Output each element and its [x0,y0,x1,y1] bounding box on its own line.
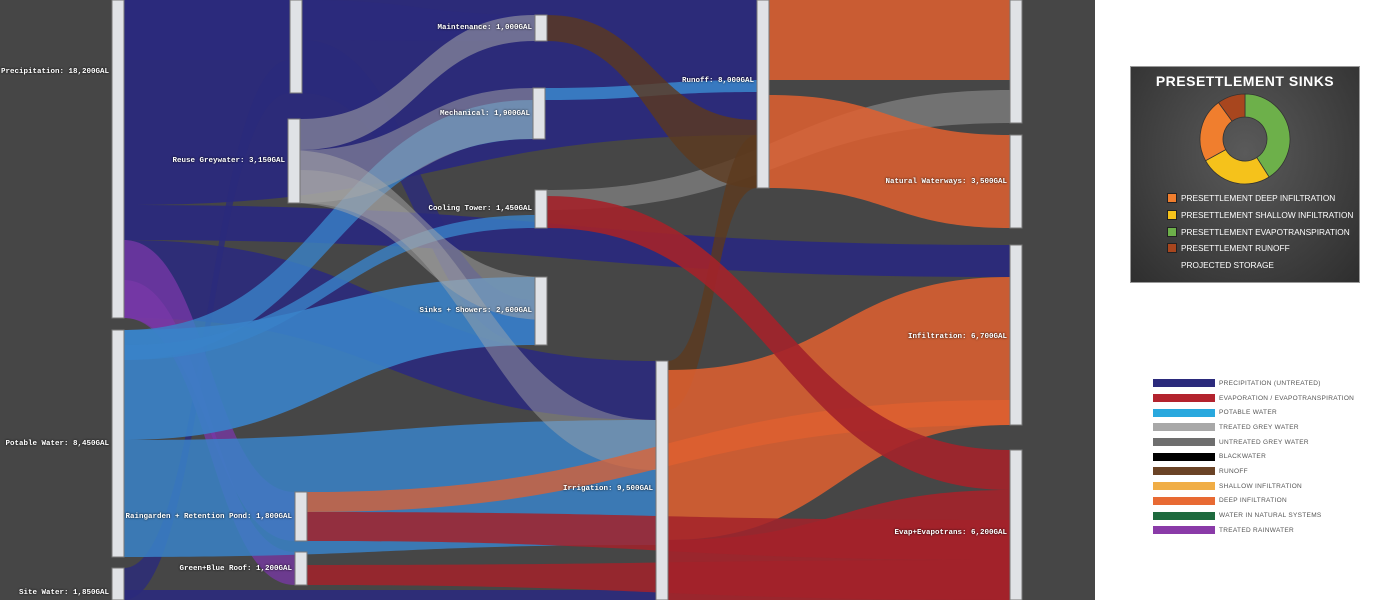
sinks-legend-item: PRESETTLEMENT DEEP INFILTRATION [1167,193,1335,203]
node-label-precipitation: Precipitation: 18,200GAL [0,68,109,76]
legend-swatch [1153,423,1215,432]
node-label-potable-water: Potable Water: 8,450GAL [5,439,109,448]
node-precipitation[interactable] [111,0,125,319]
legend-swatch [1153,482,1215,491]
legend-label: BLACKWATER [1219,453,1267,461]
node-label-reuse-greywater: Reuse Greywater: 3,150GAL [172,157,285,165]
link-runoff-to-natural_waterways [769,95,1010,228]
legend-item: POTABLE WATER [1153,405,1354,420]
link-potable_water-to-cooling_tower [124,215,535,360]
sankey-svg [111,0,1023,600]
link-cooling_tower-to-evap [547,196,1010,490]
sinks-legend-swatch [1167,209,1177,220]
legend-item: EVAPORATION / EVAPOTRANSPIRATION [1153,391,1354,406]
legend-swatch [1153,511,1215,520]
node-mechanical[interactable] [532,87,546,140]
node-cooling-tower[interactable] [534,189,548,229]
legend-swatch [1153,394,1215,403]
node-natural-waterways[interactable] [1009,134,1023,229]
link-reuse_greywater-to-irrigation [300,170,656,470]
node-evap[interactable] [1009,449,1023,600]
legend-item: PRECIPITATION (UNTREATED) [1153,376,1354,391]
node-site-water[interactable] [111,567,125,600]
node-label-green-blue-roof: Green+Blue Roof: 1,200GAL [179,564,292,573]
donut-slice [1244,93,1291,178]
node-top-right[interactable] [1009,0,1023,124]
link-potable_water-to-mechanical [124,100,533,360]
link-runoff-to-top_right [769,0,1010,80]
link-sinks_showers-to-reuse_greywater [288,150,547,320]
node-maintenance[interactable] [534,14,548,42]
legend-item: TREATED RAINWATER [1153,523,1354,538]
node-label-natural-waterways: Natural Waterways: 3,500GAL [885,177,1007,186]
legend-item: RUNOFF [1153,464,1354,479]
node-label-cooling-tower: Cooling Tower: 1,450GAL [428,205,532,213]
legend-item: DEEP INFILTRATION [1153,494,1354,509]
legend-swatch [1153,496,1215,505]
legend-label: SHALLOW INFILTRATION [1219,482,1303,490]
node-label-evap: Evap+Evapotrans: 6,200GAL [894,529,1007,537]
link-precipitation-to-top_node [124,0,290,60]
link-maintenance-to-runoff [547,15,757,188]
water-sankey-diagram: Precipitation: 18,200GAL Potable Water: 8… [0,0,1095,600]
legend-item: UNTREATED GREY WATER [1153,435,1354,450]
legend-item: SHALLOW INFILTRATION [1153,479,1354,494]
node-infiltration[interactable] [1009,244,1023,426]
legend-item: BLACKWATER [1153,449,1354,464]
node-label-raingarden: Raingarden + Retention Pond: 1,800GAL [125,512,292,521]
node-sinks-showers[interactable] [534,276,548,346]
link-potable_water-to-sinks_showers [124,277,535,440]
legend-label: PRECIPITATION (UNTREATED) [1219,379,1321,387]
legend-label: DEEP INFILTRATION [1219,497,1287,505]
node-runoff[interactable] [756,0,770,189]
legend-swatch [1153,452,1215,461]
sinks-legend-item: PRESETTLEMENT SHALLOW INFILTRATION [1167,209,1354,220]
sinks-donut-chart [1199,93,1291,185]
node-label-mechanical: Mechanical: 1,900GAL [439,109,530,118]
link-site_water-to-irrigation [124,590,656,600]
legend-item: WATER IN NATURAL SYSTEMS [1153,508,1354,523]
legend-swatch [1153,438,1215,447]
flow-legend: PRECIPITATION (UNTREATED) EVAPORATION / E… [1153,376,1354,538]
node-label-runoff: Runoff: 8,000GAL [681,77,754,85]
legend-swatch [1153,467,1215,476]
node-label-irrigation: Irrigation: 9,500GAL [562,485,653,493]
legend-label: RUNOFF [1219,467,1248,475]
legend-swatch [1153,526,1215,535]
node-label-site-water: Site Water: 1,850GAL [18,589,109,597]
node-label-maintenance: Maintenance: 1,000GAL [437,24,532,32]
node-irrigation[interactable] [655,360,669,600]
node-top-node[interactable] [289,0,303,94]
link-reuse_greywater-to-maintenance [300,15,535,150]
legend-label: WATER IN NATURAL SYSTEMS [1219,512,1322,520]
legend-label: POTABLE WATER [1219,409,1277,417]
legend-item: TREATED GREY WATER [1153,420,1354,435]
legend-label: TREATED GREY WATER [1219,423,1299,431]
sinks-legend-swatch [1167,226,1177,237]
node-label-infiltration: Infiltration: 6,700GAL [907,333,1007,341]
donut-slice [1217,93,1246,122]
node-reuse-greywater[interactable] [287,118,301,204]
node-potable-water[interactable] [111,329,125,558]
legend-swatch [1153,408,1215,417]
legend-label: UNTREATED GREY WATER [1219,438,1309,446]
sinks-legend-label: PRESETTLEMENT RUNOFF [1181,243,1290,254]
legend-label: EVAPORATION / EVAPOTRANSPIRATION [1219,394,1355,402]
sinks-legend-item: PROJECTED STORAGE [1167,260,1274,270]
sinks-legend-swatch [1167,243,1177,254]
sinks-legend-label: PROJECTED STORAGE [1181,260,1274,271]
presettlement-sinks-panel: PRESETTLEMENT SINKS PRESETTLEMENT DEEP I… [1130,66,1360,283]
sinks-legend-label: PRESETTLEMENT SHALLOW INFILTRATION [1181,209,1354,220]
node-label-sinks-showers: Sinks + Showers: 2,600GAL [419,307,532,315]
node-green-blue-roof[interactable] [294,551,308,586]
sinks-legend-swatch [1167,193,1177,203]
sinks-legend-item: PRESETTLEMENT EVAPOTRANSPIRATION [1167,226,1350,237]
sinks-legend-label: PRESETTLEMENT DEEP INFILTRATION [1181,193,1336,203]
sinks-legend-label: PRESETTLEMENT EVAPOTRANSPIRATION [1181,226,1350,237]
sinks-title: PRESETTLEMENT SINKS [1155,73,1335,89]
legend-label: TREATED RAINWATER [1219,526,1295,534]
node-raingarden[interactable] [294,491,308,542]
sinks-legend-item: PRESETTLEMENT RUNOFF [1167,243,1290,254]
legend-swatch [1153,379,1215,388]
